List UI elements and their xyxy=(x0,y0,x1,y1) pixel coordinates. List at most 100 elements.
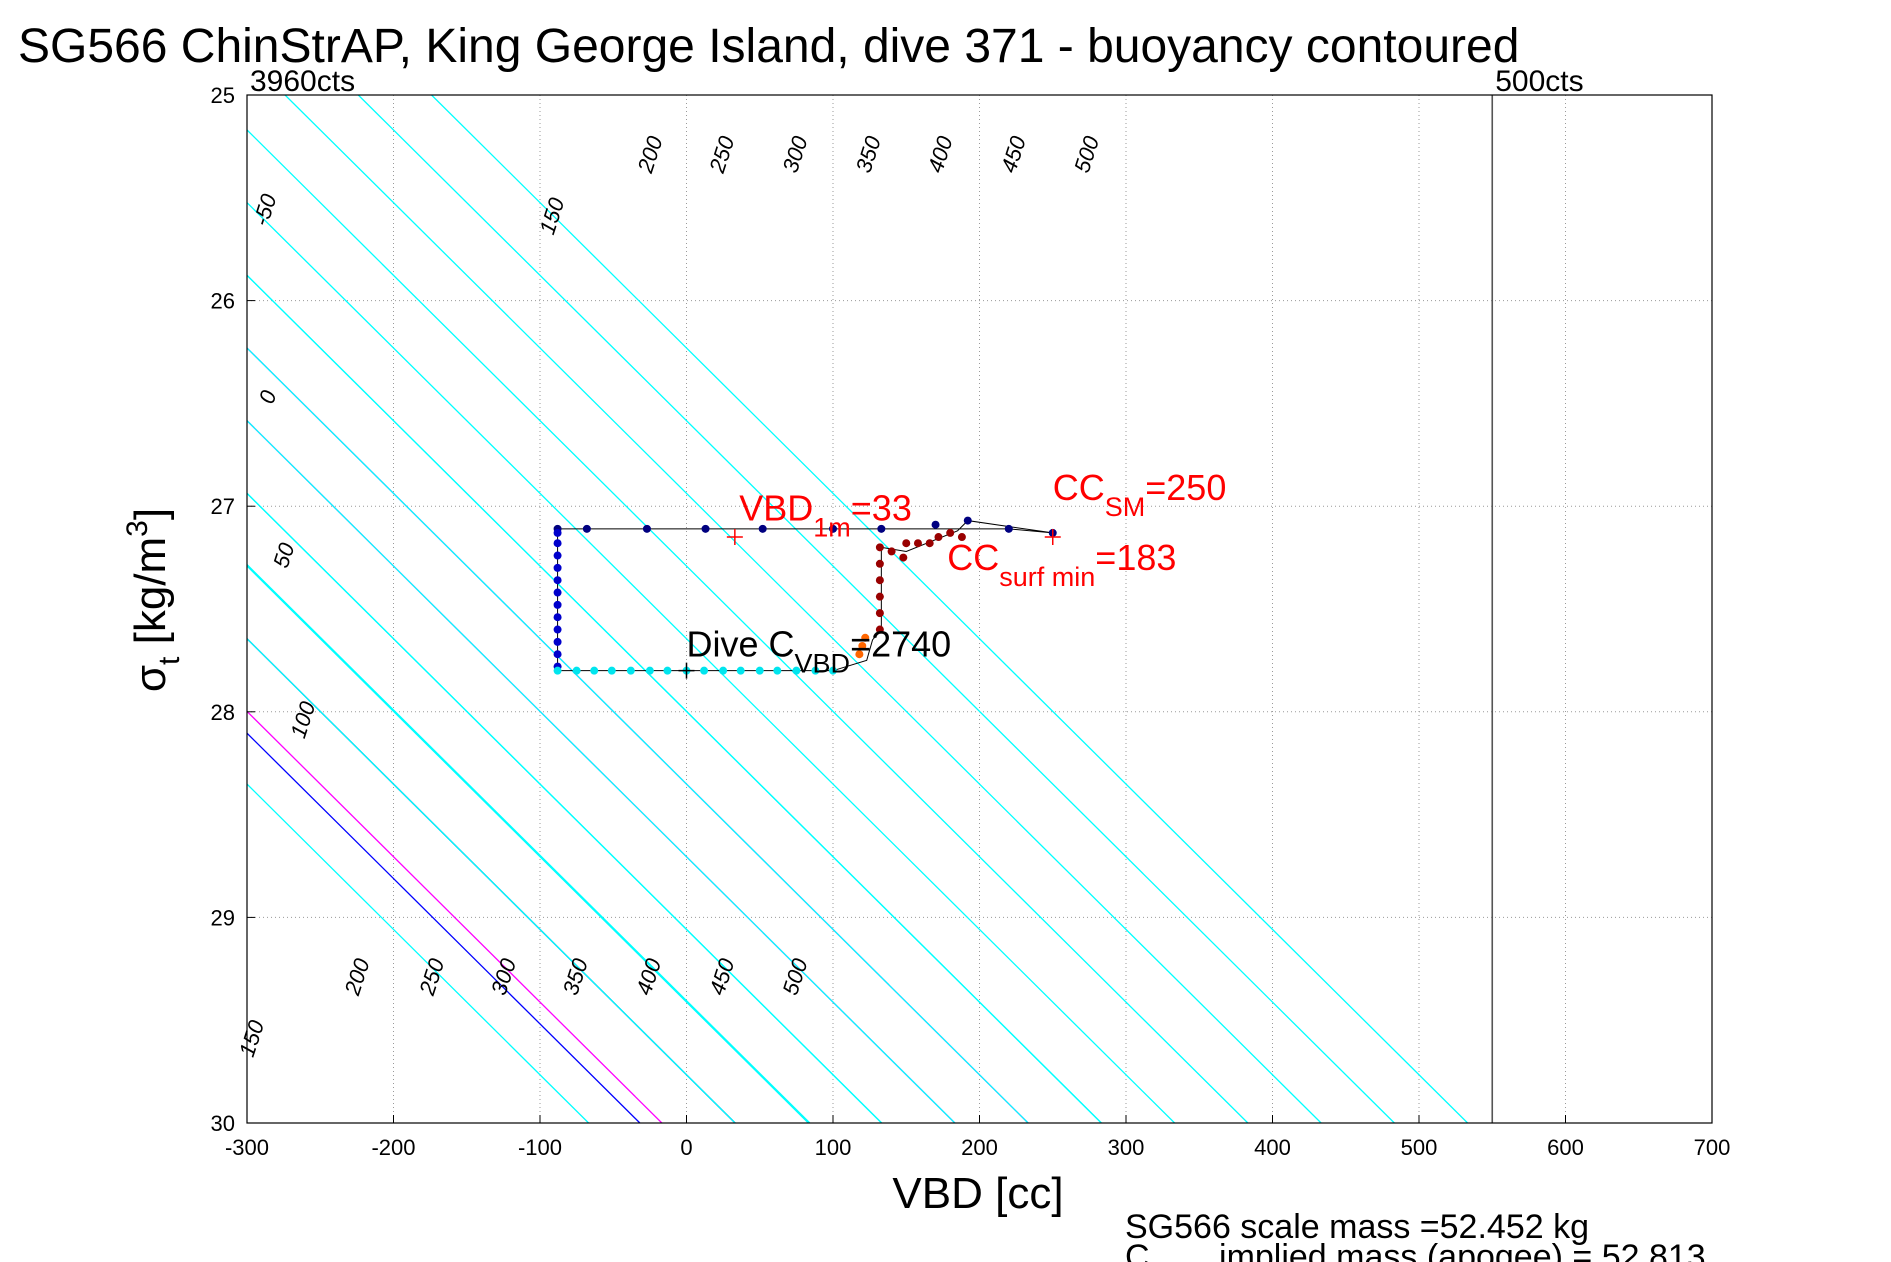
contour-line xyxy=(431,95,1469,1123)
contour-line xyxy=(247,565,809,1123)
data-point xyxy=(913,539,922,548)
contour-line xyxy=(357,95,1395,1123)
dive-cvbd-main: Dive C xyxy=(687,623,795,664)
data-point xyxy=(811,666,820,675)
data-point xyxy=(553,650,562,659)
y-axis-label: σt [kg/m3] xyxy=(121,508,186,692)
data-point xyxy=(875,543,884,552)
cc-surf-min-value: =183 xyxy=(1095,537,1176,578)
data-point xyxy=(607,666,616,675)
data-point xyxy=(887,547,896,556)
data-point xyxy=(875,592,884,601)
x-tick-label: 700 xyxy=(1694,1135,1731,1160)
x-tick-label: 200 xyxy=(961,1135,998,1160)
cc-sm-sub: SM xyxy=(1105,492,1146,522)
contour-line xyxy=(247,129,1249,1123)
x-tick-label: 600 xyxy=(1547,1135,1584,1160)
dive-cvbd-sub: VBD xyxy=(795,648,851,678)
contour-line xyxy=(247,419,956,1123)
contour-line xyxy=(247,637,736,1123)
data-point xyxy=(553,666,562,675)
y-axis-ticks: 25 26 27 28 29 30 xyxy=(211,83,255,1136)
y-tick-label: 29 xyxy=(211,905,235,930)
data-point xyxy=(861,633,870,642)
cc-surf-min-main: CC xyxy=(947,537,999,578)
count-label: 3960cts xyxy=(250,65,355,98)
contour-line xyxy=(247,563,811,1123)
vbd-1m-annotation: VBD1m=33 xyxy=(739,488,912,543)
y-tick-label: 26 xyxy=(211,289,235,314)
y-axis-label-superscript: 3 xyxy=(121,520,154,537)
cc-sm-main: CC xyxy=(1053,467,1105,508)
data-point xyxy=(1004,524,1013,533)
x-tick-label: 500 xyxy=(1401,1135,1438,1160)
contour-line xyxy=(247,201,1176,1123)
data-point xyxy=(553,613,562,622)
data-point xyxy=(931,520,940,529)
data-point xyxy=(553,625,562,634)
data-point xyxy=(553,588,562,597)
data-point xyxy=(902,539,911,548)
contour-line xyxy=(247,274,1102,1123)
data-point xyxy=(957,533,966,542)
data-point xyxy=(572,666,581,675)
contour-line xyxy=(247,732,641,1123)
x-tick-label: 400 xyxy=(1254,1135,1291,1160)
cc-sm-annotation: CCSM=250 xyxy=(1053,467,1227,522)
y-tick-label: 30 xyxy=(211,1111,235,1136)
count-label: 500cts xyxy=(1495,65,1583,98)
data-point xyxy=(875,625,884,634)
data-point xyxy=(553,563,562,572)
x-tick-label: -200 xyxy=(371,1135,415,1160)
data-point xyxy=(792,666,801,675)
y-axis-label-close: ] xyxy=(126,508,175,520)
x-tick-label: 300 xyxy=(1108,1135,1145,1160)
vbd-1m-value: =33 xyxy=(851,488,912,529)
data-point xyxy=(553,539,562,548)
vbd-1m-sub: 1m xyxy=(813,513,851,543)
contour-line xyxy=(247,710,663,1123)
cc-surf-min-sub: surf min xyxy=(999,562,1095,592)
data-point xyxy=(553,576,562,585)
data-point xyxy=(963,516,972,525)
data-point xyxy=(899,553,908,562)
data-point xyxy=(829,524,837,533)
x-tick-label: -300 xyxy=(225,1135,269,1160)
data-point xyxy=(755,666,764,675)
data-points xyxy=(553,516,1057,675)
footer-line-2: C implied mass (apogee) = 52.813 xyxy=(1125,1238,1706,1262)
data-point xyxy=(773,666,782,675)
data-point xyxy=(626,666,635,675)
data-point xyxy=(829,666,837,675)
data-point xyxy=(553,600,562,609)
contour-line xyxy=(284,95,1322,1123)
data-point xyxy=(875,576,884,585)
x-axis-ticks: -300 -200 -100 0 100 200 300 400 500 600 700 xyxy=(225,1115,1730,1160)
contour-line xyxy=(247,492,883,1123)
plus-markers xyxy=(678,529,1061,679)
buoyancy-contours xyxy=(247,95,1469,1123)
y-axis-label-symbol: σ xyxy=(126,665,175,692)
plus-marker xyxy=(726,529,743,546)
data-point xyxy=(719,666,728,675)
data-point xyxy=(858,642,867,651)
data-point xyxy=(700,666,709,675)
dive-cvbd-value: =2740 xyxy=(850,623,951,664)
data-point xyxy=(877,524,886,533)
x-axis-label: VBD [cc] xyxy=(892,1169,1063,1218)
data-point xyxy=(736,666,745,675)
data-point xyxy=(701,524,710,533)
y-tick-label: 27 xyxy=(211,494,235,519)
data-point xyxy=(642,524,651,533)
data-point xyxy=(553,551,562,560)
plus-marker xyxy=(1044,529,1061,546)
annotations: VBD1m=33 CCSM=250 CCsurf min=183 Dive CV… xyxy=(687,467,1227,678)
data-point xyxy=(875,559,884,568)
plus-marker xyxy=(678,662,695,679)
y-axis-label-subscript: t xyxy=(153,656,186,665)
x-tick-label: 0 xyxy=(680,1135,692,1160)
contour-line xyxy=(247,783,590,1123)
data-point xyxy=(946,528,955,537)
data-point xyxy=(925,539,934,548)
contour-line xyxy=(247,347,1029,1123)
